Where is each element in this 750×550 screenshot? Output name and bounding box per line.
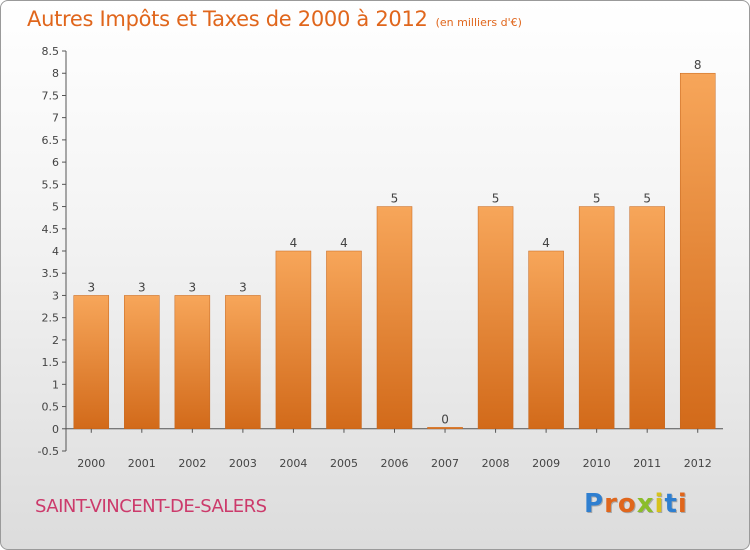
y-tick-label: 6.5 (42, 134, 60, 147)
x-tick-label: 2007 (431, 457, 459, 470)
logo-letter: o (617, 489, 637, 519)
y-tick-label: 1 (52, 378, 59, 391)
bar (477, 206, 514, 430)
data-label: 4 (340, 236, 348, 250)
y-tick-label: 8 (52, 67, 59, 80)
data-label: 4 (542, 236, 550, 250)
data-label: 5 (492, 192, 500, 206)
bar (629, 206, 665, 430)
logo-letter: r (604, 489, 618, 519)
bar (376, 206, 413, 430)
proxiti-logo: Proxiti (584, 489, 688, 519)
x-tick-label: 2009 (532, 457, 560, 470)
y-tick-label: 2.5 (42, 312, 60, 325)
logo-letter: i (677, 489, 688, 519)
y-tick-label: -0.5 (38, 445, 59, 458)
x-tick-label: 2008 (482, 457, 510, 470)
logo-letter: i (654, 489, 665, 519)
y-tick-label: 6 (52, 156, 59, 169)
x-tick-label: 2005 (330, 457, 358, 470)
x-tick-label: 2003 (229, 457, 257, 470)
bar (73, 295, 110, 430)
data-label: 0 (441, 412, 449, 426)
data-label: 5 (643, 192, 651, 206)
x-tick-label: 2000 (77, 457, 105, 470)
data-label: 5 (593, 192, 601, 206)
x-tick-label: 2002 (178, 457, 206, 470)
y-tick-label: 2 (52, 334, 59, 347)
y-tick-label: 1.5 (42, 356, 60, 369)
y-tick-label: 5.5 (42, 178, 60, 191)
logo-letter: t (664, 489, 678, 519)
y-tick-label: 7.5 (42, 89, 60, 102)
y-tick-label: 8.5 (42, 45, 60, 58)
data-label: 3 (189, 280, 197, 294)
chart-title: Autres Impôts et Taxes de 2000 à 2012 (27, 7, 428, 31)
bar (225, 295, 261, 430)
x-tick-label: 2004 (279, 457, 307, 470)
x-tick-label: 2011 (633, 457, 661, 470)
y-tick-label: 0.5 (42, 401, 60, 414)
chart-title-group: Autres Impôts et Taxes de 2000 à 2012 (en… (27, 7, 522, 31)
commune-name: SAINT-VINCENT-DE-SALERS (35, 496, 267, 517)
bar (124, 295, 160, 430)
bar (528, 250, 564, 430)
x-tick-label: 2012 (684, 457, 712, 470)
data-label: 4 (290, 236, 298, 250)
y-tick-label: 0 (52, 423, 59, 436)
y-tick-label: 4.5 (42, 223, 60, 236)
data-label: 5 (391, 192, 399, 206)
bar (174, 295, 211, 430)
bar (679, 72, 716, 430)
y-tick-label: 7 (52, 112, 59, 125)
x-tick-label: 2010 (583, 457, 611, 470)
data-label: 3 (138, 280, 146, 294)
chart-unit: (en milliers d'€) (435, 16, 522, 29)
logo-letter: x (636, 489, 655, 519)
logo-letter: P (584, 489, 605, 519)
y-tick-label: 5 (52, 201, 59, 214)
y-tick-label: 3.5 (42, 267, 60, 280)
bar (275, 250, 312, 430)
y-tick-label: 3 (52, 289, 59, 302)
bar (427, 427, 463, 430)
data-label: 3 (239, 280, 247, 294)
bar (326, 250, 362, 430)
data-label: 3 (87, 280, 95, 294)
data-label: 8 (694, 58, 702, 72)
x-tick-label: 2001 (128, 457, 156, 470)
y-tick-label: 4 (52, 245, 59, 258)
bar (578, 206, 615, 430)
x-tick-label: 2006 (381, 457, 409, 470)
